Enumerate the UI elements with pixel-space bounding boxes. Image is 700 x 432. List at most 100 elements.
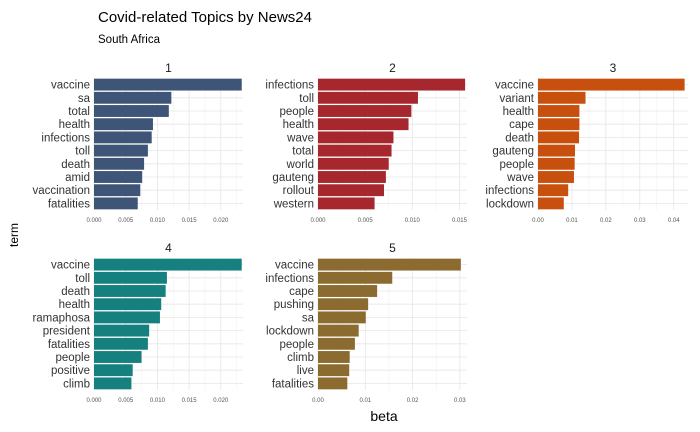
x-tick-label: 0.015	[452, 218, 468, 224]
bar-vaccine	[94, 78, 242, 91]
x-tick-label: 0.03	[634, 218, 646, 224]
x-tick-label: 0.01	[566, 218, 578, 224]
bar-people	[94, 351, 142, 363]
bar-infections	[94, 131, 152, 144]
bar-wave	[318, 131, 394, 144]
x-tick-label: 0.015	[182, 218, 198, 224]
category-label: toll	[75, 146, 90, 158]
category-label: president	[43, 326, 91, 338]
category-label: total	[68, 106, 90, 118]
bar-lockdown	[538, 197, 564, 210]
bar-rollout	[318, 184, 385, 197]
x-tick-label: 0.010	[405, 218, 421, 224]
x-tick-label: 0.04	[668, 218, 680, 224]
category-label: fatalities	[48, 198, 90, 210]
category-label: western	[273, 198, 314, 210]
bar-toll	[318, 91, 418, 104]
bar-ramaphosa	[94, 311, 160, 324]
bar-health	[538, 105, 580, 117]
bar-infections	[318, 271, 393, 284]
bar-vaccine	[94, 258, 242, 271]
category-label: world	[286, 159, 314, 171]
bar-fatalities	[94, 337, 148, 350]
bar-death	[94, 157, 145, 170]
category-label: rollout	[283, 185, 315, 197]
x-tick-label: 0.00	[532, 218, 544, 224]
category-label: wave	[506, 172, 534, 184]
category-label: death	[505, 132, 534, 144]
bar-amid	[94, 171, 143, 183]
x-tick-label: 0.000	[310, 218, 326, 224]
bar-cape	[318, 285, 378, 297]
category-label: infections	[485, 185, 534, 197]
bar-people	[318, 105, 412, 117]
bar-western	[318, 197, 375, 210]
bar-vaccine	[318, 258, 461, 271]
bar-total	[318, 144, 392, 157]
bar-cape	[538, 118, 580, 131]
category-label: cape	[509, 119, 534, 131]
x-tick-label: 0.005	[118, 398, 134, 404]
category-label: health	[59, 119, 90, 131]
category-label: people	[499, 159, 534, 171]
bar-fatalities	[318, 377, 348, 390]
bar-gauteng	[538, 144, 575, 157]
bar-live	[318, 364, 350, 377]
category-label: total	[292, 146, 314, 158]
category-label: death	[61, 159, 90, 171]
category-label: wave	[286, 132, 314, 144]
x-tick-label: 0.020	[213, 398, 229, 404]
category-label: gauteng	[492, 146, 534, 158]
x-tick-label: 0.005	[118, 218, 134, 224]
bar-toll	[94, 144, 148, 157]
category-label: vaccine	[275, 260, 314, 272]
bar-people	[538, 157, 575, 170]
bar-death	[94, 285, 166, 297]
category-label: amid	[65, 172, 90, 184]
facet-strip-label: 4	[165, 241, 172, 255]
bar-pushing	[318, 298, 369, 311]
bar-total	[94, 105, 169, 117]
bar-climb	[94, 377, 132, 390]
bar-sa	[94, 91, 172, 104]
x-tick-label: 0.005	[358, 218, 374, 224]
category-label: gauteng	[272, 172, 314, 184]
category-label: toll	[299, 93, 314, 105]
category-label: fatalities	[272, 378, 314, 390]
bar-lockdown	[318, 324, 359, 337]
facet-strip-label: 3	[610, 61, 617, 75]
facet-panels: 1vaccinesatotalhealthinfectionstolldeath…	[32, 61, 688, 404]
bar-fatalities	[94, 197, 138, 210]
category-label: death	[61, 286, 90, 298]
facet-strip-label: 1	[165, 61, 172, 75]
bar-sa	[318, 311, 366, 324]
x-tick-label: 0.015	[182, 398, 198, 404]
category-label: health	[59, 299, 90, 311]
x-tick-label: 0.010	[150, 218, 166, 224]
bar-wave	[538, 171, 574, 183]
category-label: positive	[51, 365, 90, 377]
category-label: ramaphosa	[32, 312, 90, 324]
category-label: vaccine	[51, 260, 90, 272]
x-tick-label: 0.01	[359, 398, 371, 404]
chart-title: Covid-related Topics by News24	[98, 9, 312, 26]
category-label: sa	[78, 93, 91, 105]
category-label: live	[297, 365, 314, 377]
x-tick-label: 0.03	[454, 398, 466, 404]
category-label: variant	[499, 93, 534, 105]
bar-president	[94, 324, 150, 337]
category-label: climb	[63, 378, 90, 390]
bar-infections	[318, 78, 466, 91]
category-label: people	[279, 106, 314, 118]
bar-health	[94, 298, 162, 311]
category-label: health	[503, 106, 534, 118]
x-tick-label: 0.02	[600, 218, 612, 224]
x-axis-title: beta	[370, 408, 397, 424]
x-tick-label: 0.000	[86, 218, 102, 224]
category-label: lockdown	[486, 198, 534, 210]
